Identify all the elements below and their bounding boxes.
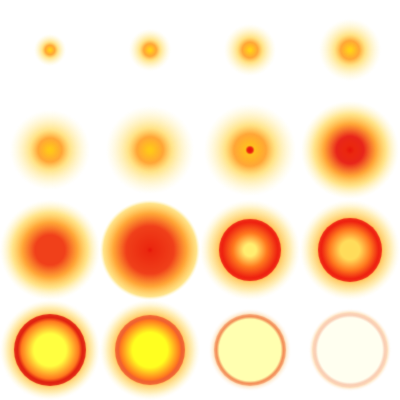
explosion-frame-12 — [300, 200, 400, 300]
explosion-frame-image — [300, 0, 400, 100]
explosion-frame-6 — [100, 100, 200, 200]
explosion-frame-1 — [0, 0, 100, 100]
explosion-frame-image — [300, 100, 400, 200]
explosion-frame-10 — [100, 200, 200, 300]
explosion-frame-image — [100, 100, 200, 200]
explosion-frame-image — [300, 200, 400, 300]
explosion-frame-5 — [0, 100, 100, 200]
explosion-frame-11 — [200, 200, 300, 300]
explosion-frame-image — [0, 0, 100, 100]
explosion-frame-image — [0, 100, 100, 200]
explosion-frame-3 — [200, 0, 300, 100]
explosion-frame-13 — [0, 300, 100, 400]
explosion-frame-image — [200, 300, 300, 400]
explosion-frame-image — [200, 100, 300, 200]
explosion-frame-8 — [300, 100, 400, 200]
explosion-frame-15 — [200, 300, 300, 400]
explosion-frame-9 — [0, 200, 100, 300]
explosion-frame-image — [200, 0, 300, 100]
explosion-frame-4 — [300, 0, 400, 100]
explosion-frame-14 — [100, 300, 200, 400]
explosion-frame-image — [300, 300, 400, 400]
explosion-frame-image — [0, 200, 100, 300]
explosion-frame-7 — [200, 100, 300, 200]
explosion-frame-image — [100, 0, 200, 100]
explosion-frame-image — [0, 300, 100, 400]
explosion-frame-image — [100, 300, 200, 400]
explosion-frame-image — [200, 200, 300, 300]
explosion-frame-2 — [100, 0, 200, 100]
explosion-frame-16 — [300, 300, 400, 400]
explosion-frame-image — [100, 200, 200, 300]
